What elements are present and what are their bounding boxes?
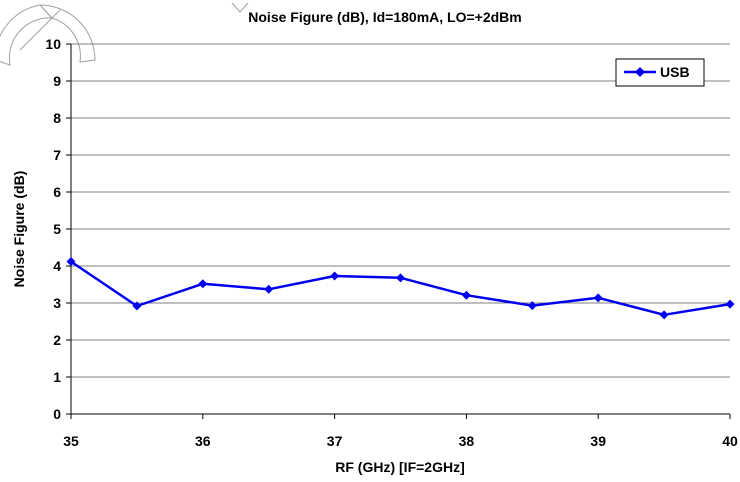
data-point xyxy=(527,301,537,311)
y-axis-ticks: 0 1 2 3 4 5 6 7 8 9 10 xyxy=(45,36,71,422)
x-tick-label: 37 xyxy=(327,433,343,449)
data-point xyxy=(264,284,274,294)
x-tick-label: 38 xyxy=(459,433,475,449)
data-point xyxy=(725,299,735,309)
data-point xyxy=(396,273,405,283)
data-point xyxy=(132,301,142,311)
y-tick-label: 2 xyxy=(53,332,61,348)
legend-marker-sample xyxy=(635,67,645,77)
y-tick-label: 10 xyxy=(45,36,61,52)
y-tick-label: 7 xyxy=(53,147,61,163)
y-tick-label: 1 xyxy=(53,369,61,385)
chart-title: Noise Figure (dB), Id=180mA, LO=+2dBm xyxy=(248,9,521,25)
watermark-logo xyxy=(0,2,249,66)
x-tick-label: 40 xyxy=(722,433,738,449)
legend-label-usb: USB xyxy=(660,64,690,80)
legend: USB xyxy=(615,58,705,87)
y-tick-label: 3 xyxy=(53,295,61,311)
series-line-usb xyxy=(70,260,731,317)
y-tick-label: 6 xyxy=(53,184,61,200)
data-point xyxy=(66,257,76,267)
y-tick-label: 8 xyxy=(53,110,61,126)
data-point xyxy=(593,293,603,303)
data-point xyxy=(330,271,340,281)
x-tick-label: 36 xyxy=(195,433,211,449)
series-layer xyxy=(66,257,735,320)
legend-box xyxy=(615,58,705,87)
data-point xyxy=(659,310,669,320)
grid-lines xyxy=(71,43,730,378)
y-tick-label: 0 xyxy=(53,406,61,422)
data-point xyxy=(461,290,471,300)
x-tick-label: 35 xyxy=(63,433,79,449)
x-axis-title: RF (GHz) [IF=2GHz] xyxy=(335,459,465,475)
x-tick-label: 39 xyxy=(590,433,606,449)
y-tick-label: 9 xyxy=(53,73,61,89)
data-point xyxy=(198,279,208,289)
y-tick-label: 4 xyxy=(53,258,61,274)
y-tick-label: 5 xyxy=(53,221,61,237)
y-axis-title: Noise Figure (dB) xyxy=(11,171,27,288)
x-axis-ticks: 35 36 37 38 39 40 xyxy=(63,414,738,449)
